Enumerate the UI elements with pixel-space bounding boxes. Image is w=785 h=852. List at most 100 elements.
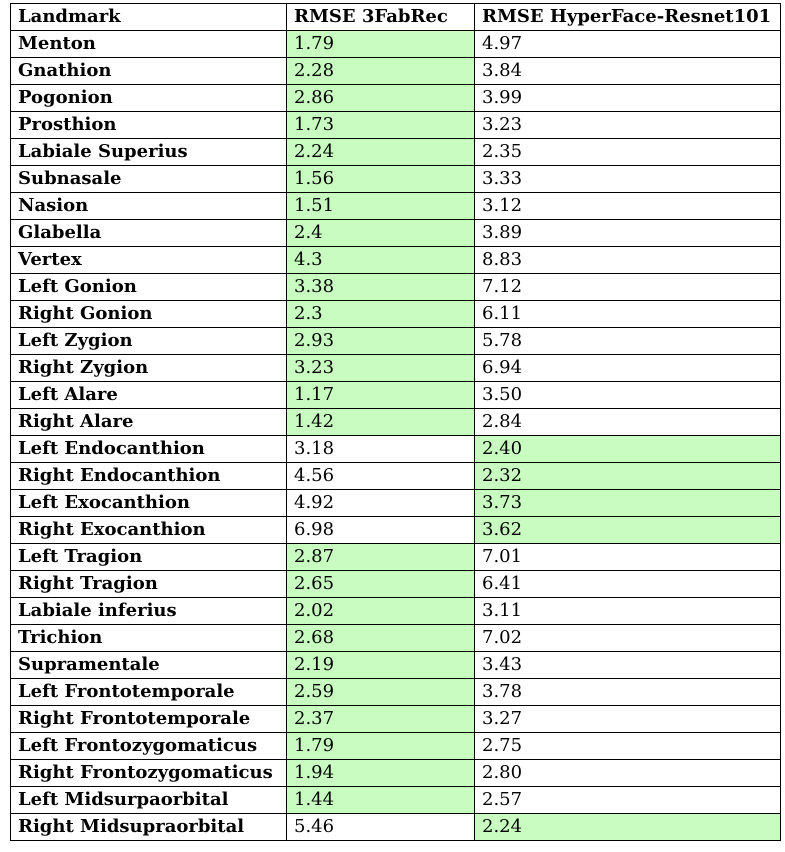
rmse-3fabrec-cell: 6.98 [286, 516, 475, 544]
landmark-name-cell: Right Endocanthion [10, 462, 287, 490]
table-row: Supramentale 2.19 3.43 [10, 651, 781, 679]
rmse-hyperface-cell: 3.73 [474, 489, 781, 517]
rmse-3fabrec-cell: 1.42 [286, 408, 475, 436]
rmse-hyperface-cell: 3.11 [474, 597, 781, 625]
rmse-hyperface-cell: 3.84 [474, 57, 781, 85]
rmse-3fabrec-cell: 1.79 [286, 30, 475, 58]
table-row: Left Frontozygomaticus 1.79 2.75 [10, 732, 781, 760]
rmse-hyperface-cell: 2.24 [474, 813, 781, 841]
rmse-3fabrec-cell: 1.73 [286, 111, 475, 139]
rmse-hyperface-cell: 8.83 [474, 246, 781, 274]
table-row: Menton 1.79 4.97 [10, 30, 781, 58]
rmse-hyperface-cell: 3.99 [474, 84, 781, 112]
landmark-name-cell: Left Midsurpaorbital [10, 786, 287, 814]
rmse-3fabrec-cell: 3.23 [286, 354, 475, 382]
table-row: Glabella 2.4 3.89 [10, 219, 781, 247]
table-row: Left Endocanthion 3.18 2.40 [10, 435, 781, 463]
table-row: Labiale Superius 2.24 2.35 [10, 138, 781, 166]
landmark-name-cell: Left Zygion [10, 327, 287, 355]
table-body: Menton 1.79 4.97 Gnathion 2.28 3.84 Pogonion 2.… [10, 30, 781, 841]
landmark-name-cell: Left Tragion [10, 543, 287, 571]
table-row: Vertex 4.3 8.83 [10, 246, 781, 274]
table-row: Left Alare 1.17 3.50 [10, 381, 781, 409]
table-row: Left Zygion 2.93 5.78 [10, 327, 781, 355]
rmse-hyperface-cell: 2.32 [474, 462, 781, 490]
landmark-name-cell: Left Alare [10, 381, 287, 409]
rmse-hyperface-cell: 7.02 [474, 624, 781, 652]
rmse-hyperface-cell: 3.33 [474, 165, 781, 193]
landmark-name-cell: Right Exocanthion [10, 516, 287, 544]
landmark-name-cell: Right Tragion [10, 570, 287, 598]
landmark-name-cell: Left Exocanthion [10, 489, 287, 517]
rmse-3fabrec-cell: 2.4 [286, 219, 475, 247]
rmse-hyperface-cell: 6.11 [474, 300, 781, 328]
rmse-hyperface-cell: 2.40 [474, 435, 781, 463]
landmark-name-cell: Labiale Superius [10, 138, 287, 166]
landmark-name-cell: Right Midsupraorbital [10, 813, 287, 841]
table-row: Subnasale 1.56 3.33 [10, 165, 781, 193]
table-row: Left Frontotemporale 2.59 3.78 [10, 678, 781, 706]
rmse-hyperface-cell: 3.50 [474, 381, 781, 409]
landmark-name-cell: Right Zygion [10, 354, 287, 382]
table-row: Right Endocanthion 4.56 2.32 [10, 462, 781, 490]
rmse-hyperface-cell: 6.94 [474, 354, 781, 382]
rmse-3fabrec-cell: 1.44 [286, 786, 475, 814]
rmse-3fabrec-cell: 2.19 [286, 651, 475, 679]
landmark-name-cell: Subnasale [10, 165, 287, 193]
rmse-3fabrec-cell: 2.87 [286, 543, 475, 571]
rmse-3fabrec-cell: 2.37 [286, 705, 475, 733]
landmark-name-cell: Left Endocanthion [10, 435, 287, 463]
rmse-3fabrec-cell: 2.65 [286, 570, 475, 598]
table-row: Prosthion 1.73 3.23 [10, 111, 781, 139]
rmse-3fabrec-cell: 4.56 [286, 462, 475, 490]
rmse-3fabrec-cell: 2.93 [286, 327, 475, 355]
table-row: Left Tragion 2.87 7.01 [10, 543, 781, 571]
rmse-3fabrec-cell: 1.17 [286, 381, 475, 409]
landmark-name-cell: Right Gonion [10, 300, 287, 328]
rmse-3fabrec-cell: 1.94 [286, 759, 475, 787]
table-row: Labiale inferius 2.02 3.11 [10, 597, 781, 625]
landmark-name-cell: Prosthion [10, 111, 287, 139]
landmark-name-cell: Vertex [10, 246, 287, 274]
rmse-hyperface-cell: 6.41 [474, 570, 781, 598]
rmse-hyperface-cell: 2.84 [474, 408, 781, 436]
table-row: Right Midsupraorbital 5.46 2.24 [10, 813, 781, 841]
landmark-name-cell: Menton [10, 30, 287, 58]
rmse-hyperface-cell: 3.43 [474, 651, 781, 679]
landmark-name-cell: Right Frontozygomaticus [10, 759, 287, 787]
table-header-row: Landmark RMSE 3FabRec RMSE HyperFace-Res… [10, 3, 781, 31]
rmse-hyperface-cell: 5.78 [474, 327, 781, 355]
table-row: Gnathion 2.28 3.84 [10, 57, 781, 85]
rmse-hyperface-cell: 3.23 [474, 111, 781, 139]
landmark-name-cell: Gnathion [10, 57, 287, 85]
table-row: Right Gonion 2.3 6.11 [10, 300, 781, 328]
landmark-name-cell: Left Frontotemporale [10, 678, 287, 706]
rmse-3fabrec-cell: 2.24 [286, 138, 475, 166]
landmark-name-cell: Labiale inferius [10, 597, 287, 625]
landmark-name-cell: Glabella [10, 219, 287, 247]
rmse-3fabrec-cell: 3.18 [286, 435, 475, 463]
rmse-3fabrec-cell: 4.92 [286, 489, 475, 517]
table-row: Right Frontozygomaticus 1.94 2.80 [10, 759, 781, 787]
table-row: Left Midsurpaorbital 1.44 2.57 [10, 786, 781, 814]
rmse-hyperface-cell: 7.01 [474, 543, 781, 571]
rmse-3fabrec-cell: 4.3 [286, 246, 475, 274]
table-row: Nasion 1.51 3.12 [10, 192, 781, 220]
header-rmse-3fabrec: RMSE 3FabRec [286, 3, 475, 31]
rmse-hyperface-cell: 4.97 [474, 30, 781, 58]
landmark-rmse-table: Landmark RMSE 3FabRec RMSE HyperFace-Res… [10, 3, 781, 841]
table-row: Trichion 2.68 7.02 [10, 624, 781, 652]
rmse-hyperface-cell: 2.57 [474, 786, 781, 814]
landmark-name-cell: Right Frontotemporale [10, 705, 287, 733]
rmse-hyperface-cell: 3.78 [474, 678, 781, 706]
table-row: Right Tragion 2.65 6.41 [10, 570, 781, 598]
table-row: Left Exocanthion 4.92 3.73 [10, 489, 781, 517]
table-row: Right Frontotemporale 2.37 3.27 [10, 705, 781, 733]
rmse-3fabrec-cell: 1.56 [286, 165, 475, 193]
landmark-name-cell: Nasion [10, 192, 287, 220]
rmse-hyperface-cell: 2.35 [474, 138, 781, 166]
rmse-3fabrec-cell: 3.38 [286, 273, 475, 301]
table-row: Left Gonion 3.38 7.12 [10, 273, 781, 301]
header-rmse-hyperface: RMSE HyperFace-Resnet101 [474, 3, 781, 31]
table-row: Pogonion 2.86 3.99 [10, 84, 781, 112]
